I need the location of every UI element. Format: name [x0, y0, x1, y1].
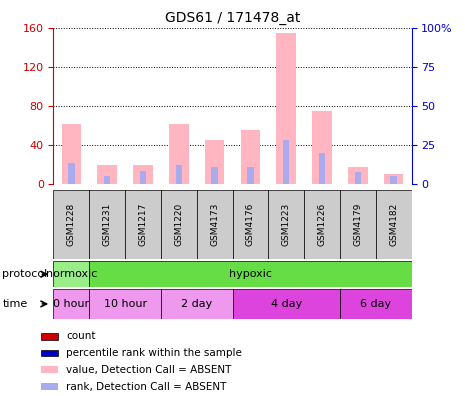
Bar	[41, 333, 58, 339]
Bar	[61, 124, 81, 184]
Bar	[133, 165, 153, 184]
Text: protocol: protocol	[2, 269, 47, 279]
FancyBboxPatch shape	[340, 289, 412, 319]
Text: 6 day: 6 day	[360, 299, 391, 309]
Bar	[391, 176, 397, 184]
Text: 0 hour: 0 hour	[53, 299, 89, 309]
FancyBboxPatch shape	[125, 190, 161, 259]
Text: hypoxic: hypoxic	[229, 269, 272, 279]
Bar	[97, 165, 117, 184]
FancyBboxPatch shape	[232, 190, 268, 259]
Bar	[276, 32, 296, 184]
Text: time: time	[2, 299, 27, 309]
Bar	[41, 383, 58, 390]
FancyBboxPatch shape	[53, 261, 89, 287]
Text: GSM4179: GSM4179	[353, 203, 362, 246]
Bar	[355, 172, 361, 184]
FancyBboxPatch shape	[89, 190, 125, 259]
FancyBboxPatch shape	[161, 190, 197, 259]
FancyBboxPatch shape	[197, 190, 232, 259]
FancyBboxPatch shape	[89, 261, 412, 287]
Text: count: count	[66, 331, 95, 341]
Text: normoxic: normoxic	[46, 269, 97, 279]
FancyBboxPatch shape	[89, 289, 161, 319]
Bar	[348, 167, 368, 184]
Text: 4 day: 4 day	[271, 299, 302, 309]
Bar	[68, 163, 74, 184]
Bar	[212, 167, 218, 184]
FancyBboxPatch shape	[161, 289, 232, 319]
Text: GSM1231: GSM1231	[103, 203, 112, 246]
Text: GSM1226: GSM1226	[318, 203, 326, 246]
FancyBboxPatch shape	[304, 190, 340, 259]
Text: GSM1220: GSM1220	[174, 203, 183, 246]
FancyBboxPatch shape	[340, 190, 376, 259]
Bar	[384, 174, 404, 184]
Text: GSM1228: GSM1228	[67, 203, 76, 246]
Text: rank, Detection Call = ABSENT: rank, Detection Call = ABSENT	[66, 382, 226, 392]
Bar	[41, 350, 58, 356]
FancyBboxPatch shape	[232, 289, 340, 319]
Text: percentile rank within the sample: percentile rank within the sample	[66, 348, 242, 358]
FancyBboxPatch shape	[53, 289, 89, 319]
Bar	[319, 153, 325, 184]
Text: 2 day: 2 day	[181, 299, 213, 309]
Text: 10 hour: 10 hour	[104, 299, 146, 309]
Bar	[240, 130, 260, 184]
FancyBboxPatch shape	[53, 190, 89, 259]
Title: GDS61 / 171478_at: GDS61 / 171478_at	[165, 11, 300, 25]
FancyBboxPatch shape	[376, 190, 412, 259]
Text: GSM1223: GSM1223	[282, 203, 291, 246]
FancyBboxPatch shape	[268, 190, 304, 259]
Text: GSM4176: GSM4176	[246, 203, 255, 246]
Bar	[176, 165, 182, 184]
Text: GSM4182: GSM4182	[389, 203, 398, 246]
Text: value, Detection Call = ABSENT: value, Detection Call = ABSENT	[66, 365, 232, 375]
Bar	[169, 124, 189, 184]
Text: GSM4173: GSM4173	[210, 203, 219, 246]
Bar	[41, 366, 58, 373]
Bar	[104, 176, 110, 184]
Bar	[283, 140, 289, 184]
Text: GSM1217: GSM1217	[139, 203, 147, 246]
Bar	[312, 111, 332, 184]
Bar	[247, 167, 253, 184]
Bar	[140, 171, 146, 184]
Bar	[205, 140, 225, 184]
